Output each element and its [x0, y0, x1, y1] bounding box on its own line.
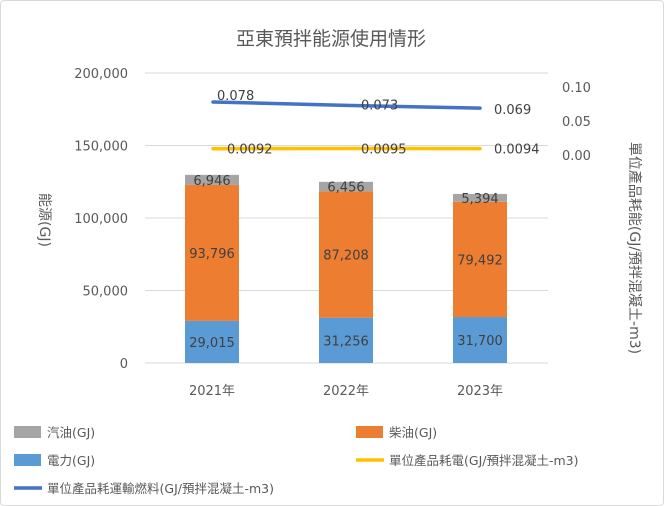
left-axis-label: 能源(GJ) — [36, 193, 52, 247]
legend-swatch — [14, 454, 41, 466]
bar-data-label: 93,796 — [189, 247, 235, 262]
legend-swatch — [356, 426, 383, 438]
bar-segment — [319, 191, 373, 318]
chart-title: 亞東預拌能源使用情形 — [236, 28, 426, 50]
bar-segment — [319, 181, 373, 192]
left-tick-label: 0 — [120, 357, 128, 372]
right-tick-label: 0.05 — [562, 115, 591, 130]
bar-segment — [453, 317, 507, 363]
bar-data-label: 31,256 — [323, 334, 369, 349]
series-line — [211, 100, 482, 110]
bar-data-label: 31,700 — [457, 334, 503, 349]
lines: 0.0092 0.0095 0.0094 0.078 0.073 0.069 — [211, 89, 540, 158]
legend: 汽油(GJ) 柴油(GJ) 電力(GJ) 單位產品耗電(GJ/預拌混凝土-m3) 單位產… — [14, 425, 578, 496]
legend-label: 單位產品耗運輸燃料(GJ/預拌混凝土-m3) — [47, 481, 274, 496]
line-data-label: 0.0094 — [494, 143, 540, 158]
bar-segment — [185, 184, 239, 321]
right-tick-label: 0.00 — [562, 149, 591, 164]
line-data-label: 0.073 — [361, 98, 398, 113]
bar-data-label: 6,456 — [327, 181, 364, 196]
x-axis-ticks: 2021年 2022年 2023年 — [189, 384, 503, 399]
right-axis-ticks: 0.00 0.05 0.10 — [562, 81, 591, 164]
right-axis-label: 單位產品耗能(GJ/預拌混凝土-m3) — [626, 142, 643, 354]
left-axis-ticks: 0 50,000 100,000 150,000 200,000 — [74, 67, 128, 372]
legend-label: 電力(GJ) — [47, 453, 95, 468]
right-tick-label: 0.10 — [562, 81, 591, 96]
x-tick-label: 2021年 — [189, 384, 235, 399]
bar-segment — [453, 193, 507, 202]
legend-label: 柴油(GJ) — [389, 425, 437, 440]
bar-segment — [185, 174, 239, 185]
bar-data-label: 6,946 — [193, 174, 230, 189]
legend-label: 單位產品耗電(GJ/預拌混凝土-m3) — [389, 453, 578, 468]
line-data-label: 0.069 — [494, 103, 531, 118]
bar-data-label: 79,492 — [457, 253, 503, 268]
bar-segment — [185, 320, 239, 363]
x-tick-label: 2022年 — [323, 384, 369, 399]
left-tick-label: 50,000 — [83, 285, 129, 300]
line-data-label: 0.078 — [217, 89, 254, 104]
line-data-label: 0.0095 — [361, 143, 407, 158]
x-tick-label: 2023年 — [457, 384, 503, 399]
bar-data-label: 87,208 — [323, 248, 369, 263]
left-tick-label: 200,000 — [74, 67, 128, 82]
bar-segment — [319, 317, 373, 363]
bar-data-label: 29,015 — [189, 336, 235, 351]
legend-label: 汽油(GJ) — [47, 425, 95, 440]
left-tick-label: 100,000 — [74, 212, 128, 227]
line-data-label: 0.0092 — [227, 143, 273, 158]
bar-segment — [453, 201, 507, 318]
left-tick-label: 150,000 — [74, 140, 128, 155]
legend-swatch — [14, 426, 41, 438]
bar-data-label: 5,394 — [461, 192, 498, 207]
bars: 29,015 93,796 6,946 31,256 87,208 6,456 31,700… — [185, 174, 507, 363]
